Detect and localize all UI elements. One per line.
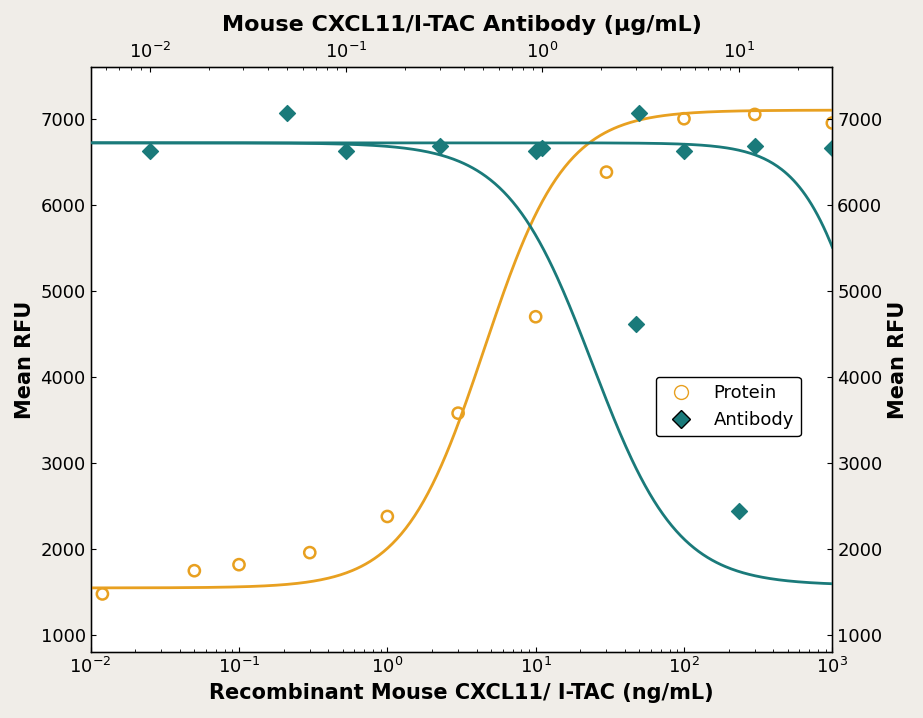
Protein xyxy=(677,113,691,124)
Antibody xyxy=(632,107,647,118)
Protein xyxy=(187,565,202,577)
Protein xyxy=(825,117,840,129)
Antibody xyxy=(528,146,543,157)
Legend: Protein, Antibody: Protein, Antibody xyxy=(655,377,801,437)
Protein xyxy=(232,559,246,570)
Antibody xyxy=(825,142,840,154)
X-axis label: Recombinant Mouse CXCL11/ I-TAC (ng/mL): Recombinant Mouse CXCL11/ I-TAC (ng/mL) xyxy=(210,683,713,703)
Antibody xyxy=(748,141,762,152)
Protein xyxy=(95,588,110,600)
Antibody xyxy=(677,145,691,157)
Y-axis label: Mean RFU: Mean RFU xyxy=(15,301,35,419)
Point xyxy=(731,505,746,517)
Point xyxy=(142,146,157,157)
Y-axis label: Mean RFU: Mean RFU xyxy=(888,301,908,419)
Point xyxy=(280,107,294,118)
Protein xyxy=(599,167,614,178)
Antibody xyxy=(895,318,910,330)
Protein xyxy=(450,407,465,419)
Protein xyxy=(303,547,318,559)
Point xyxy=(432,141,447,152)
Point xyxy=(629,318,643,330)
Point xyxy=(339,145,354,157)
Protein xyxy=(748,108,762,120)
Protein xyxy=(380,510,395,522)
Point xyxy=(869,560,883,572)
X-axis label: Mouse CXCL11/I-TAC Antibody (μg/mL): Mouse CXCL11/I-TAC Antibody (μg/mL) xyxy=(222,15,701,35)
Point xyxy=(535,142,550,154)
Protein xyxy=(528,311,543,322)
